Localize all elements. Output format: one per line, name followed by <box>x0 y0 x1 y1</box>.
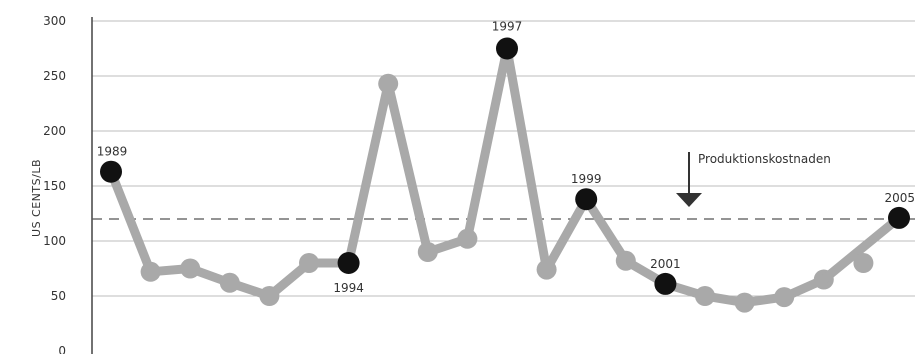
data-point-2004 <box>695 286 715 306</box>
highlight-point-1999 <box>575 188 598 211</box>
y-axis-ticks: 0 50 100 150 200 250 300 <box>43 14 66 354</box>
data-point-1997 <box>417 242 438 262</box>
data-point-2005 <box>734 292 755 313</box>
reference-line-label: Produktionskostnaden <box>698 152 831 166</box>
data-point-1994 <box>299 253 319 273</box>
data-point-1998 <box>457 228 478 249</box>
y-tick-label-0: 0 <box>58 344 66 354</box>
highlight-label-1989: 1989 <box>97 145 128 159</box>
y-tick-label-200: 200 <box>43 124 66 138</box>
y-tick-label-100: 100 <box>43 234 66 248</box>
data-point-2002 <box>615 250 636 271</box>
y-axis-label: US CENTS/LB <box>30 159 43 237</box>
highlight-point-1989 <box>100 160 122 183</box>
y-tick-label-150: 150 <box>43 179 66 193</box>
y-tick-label-50: 50 <box>51 289 66 303</box>
highlight-point-1994 <box>337 252 360 274</box>
data-point-1992 <box>219 272 240 293</box>
series-line <box>106 44 829 308</box>
data-point-1991 <box>180 258 201 279</box>
highlight-point-2001 <box>654 272 677 295</box>
highlight-label-1999: 1999 <box>571 172 602 186</box>
highlight-label-2005: 2005 <box>884 191 915 205</box>
y-tick-label-250: 250 <box>43 69 66 83</box>
highlighted-points: 1989 1994 1997 1999 2001 2005 <box>97 20 915 296</box>
data-point-2000 <box>536 259 557 280</box>
y-tick-label-300: 300 <box>43 14 66 28</box>
data-point-1996 <box>378 73 399 94</box>
highlight-point-1997 <box>496 37 518 60</box>
data-point-1990 <box>140 261 161 282</box>
highlight-point-2005 <box>888 206 910 229</box>
data-point-2006 <box>853 253 874 273</box>
reference-arrow-icon <box>676 152 702 207</box>
data-point-2006 <box>774 287 795 308</box>
series-line-tail <box>819 213 904 284</box>
highlight-label-2001: 2001 <box>650 257 681 271</box>
highlight-label-1994: 1994 <box>333 281 364 295</box>
data-point-1993 <box>259 286 280 306</box>
highlight-label-1997: 1997 <box>492 20 523 34</box>
